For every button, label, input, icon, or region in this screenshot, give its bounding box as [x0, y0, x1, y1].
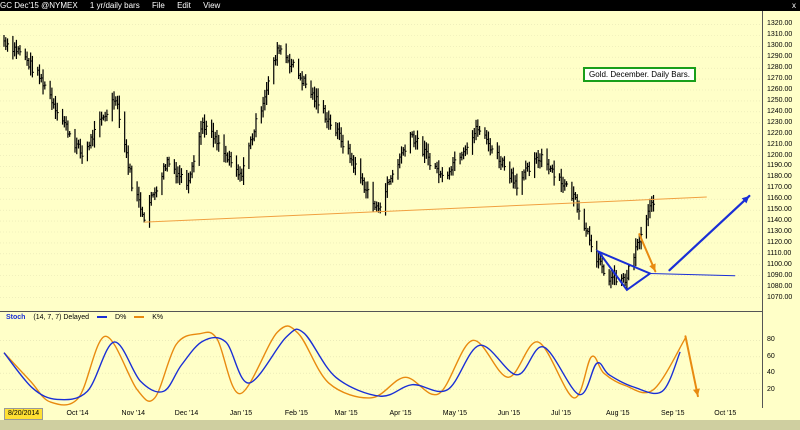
x-tick-label: Aug '15 — [606, 410, 630, 417]
stoch-tick-label: 20 — [767, 385, 775, 393]
price-tick-label: 1070.00 — [767, 293, 793, 301]
timeframe-menu[interactable]: 1 yr/daily bars — [89, 1, 140, 10]
price-tick-label: 1100.00 — [767, 260, 792, 268]
title-bar: GC Dec'15 @NYMEX 1 yr/daily bars File Ed… — [0, 0, 800, 11]
menu-view[interactable]: View — [203, 1, 221, 10]
price-tick-label: 1130.00 — [767, 228, 792, 235]
price-tick-label: 1200.00 — [767, 151, 793, 159]
price-tick-label: 1310.00 — [767, 31, 793, 39]
price-tick-label: 1260.00 — [767, 86, 793, 93]
price-tick-label: 1160.00 — [767, 195, 792, 203]
stoch-down-arrow-head — [693, 388, 700, 397]
stochastic-chart — [0, 322, 762, 408]
x-tick-label: Dec '14 — [174, 410, 199, 417]
price-chart — [0, 11, 762, 311]
x-tick-label: Oct '14 — [66, 410, 89, 417]
x-tick-label: Oct '15 — [714, 410, 737, 417]
price-tick-label: 1080.00 — [767, 282, 793, 290]
price-tick-label: 1110.00 — [767, 249, 792, 257]
price-tick-label: 1090.00 — [767, 271, 793, 279]
price-tick-label: 1120.00 — [767, 238, 792, 246]
x-tick-label: Jun '15 — [497, 410, 521, 417]
close-icon[interactable]: x — [792, 1, 796, 10]
orange-down-arrow-head — [649, 263, 656, 272]
price-tick-label: 1290.00 — [767, 53, 793, 61]
price-tick-label: 1250.00 — [767, 96, 793, 104]
price-tick-label: 1210.00 — [767, 140, 793, 148]
menu-file[interactable]: File — [151, 1, 165, 10]
price-tick-label: 1180.00 — [767, 173, 792, 181]
price-tick-label: 1240.00 — [767, 107, 793, 115]
stoch-tick-label: 40 — [767, 369, 775, 377]
support-line — [649, 273, 736, 277]
price-tick-label: 1270.00 — [767, 75, 793, 83]
stoch-line-k — [3, 325, 687, 406]
x-tick-label: Apr '15 — [389, 410, 412, 417]
price-tick-label: 1150.00 — [767, 206, 792, 214]
x-tick-label: Mar '15 — [334, 410, 358, 417]
x-tick-label: Jul '15 — [551, 410, 572, 417]
price-tick-label: 1190.00 — [767, 162, 792, 170]
blue-up-arrow-head — [741, 195, 750, 204]
price-tick-label: 1300.00 — [767, 42, 793, 50]
price-tick-label: 1280.00 — [767, 64, 793, 72]
stoch-line-d — [3, 328, 681, 401]
stoch-params: (14, 7, 7) Delayed — [33, 314, 90, 321]
price-tick-label: 1140.00 — [767, 217, 792, 225]
blue-up-arrow — [668, 194, 751, 272]
x-tick-label: Jan '15 — [229, 410, 253, 417]
price-tick-label: 1320.00 — [767, 20, 793, 28]
chart-annotation: Gold. December. Daily Bars. — [583, 67, 696, 82]
price-tick-label: 1220.00 — [767, 129, 793, 137]
start-date-label: 8/20/2014 — [4, 408, 44, 420]
stoch-tick-label: 80 — [767, 336, 775, 344]
price-tick-label: 1170.00 — [767, 184, 792, 192]
stoch-name: Stoch — [6, 314, 26, 321]
x-tick-label: May '15 — [442, 410, 468, 417]
symbol-menu[interactable]: GC Dec'15 @NYMEX — [0, 1, 78, 10]
legend-k: K% — [134, 314, 163, 321]
trend-line — [144, 196, 707, 223]
legend-d: D% — [97, 314, 126, 321]
triangle-pattern — [595, 249, 653, 292]
menu-edit[interactable]: Edit — [177, 1, 191, 10]
stoch-down-arrow — [684, 335, 699, 398]
scroll-strip[interactable] — [0, 420, 800, 430]
x-tick-label: Nov '14 — [121, 410, 146, 417]
price-tick-label: 1230.00 — [767, 118, 793, 126]
x-tick-label: Sep '15 — [661, 410, 685, 417]
stoch-y-axis: 80 60 40 20 — [762, 311, 800, 408]
price-y-axis: 1320.00 1310.00 1300.00 1290.00 1280.00 1270.… — [762, 11, 800, 311]
x-tick-label: Feb '15 — [284, 410, 308, 417]
stoch-tick-label: 60 — [767, 352, 775, 360]
